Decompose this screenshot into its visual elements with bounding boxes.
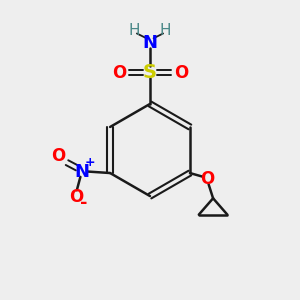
Text: H: H <box>160 23 171 38</box>
Text: -: - <box>80 194 88 212</box>
Text: N: N <box>74 163 89 181</box>
Text: O: O <box>201 170 215 188</box>
Text: S: S <box>143 63 157 82</box>
Text: O: O <box>52 147 66 165</box>
Text: +: + <box>84 156 95 169</box>
Text: H: H <box>129 23 140 38</box>
Text: O: O <box>69 188 83 206</box>
Text: O: O <box>112 64 126 82</box>
Text: O: O <box>174 64 188 82</box>
Text: N: N <box>142 34 158 52</box>
